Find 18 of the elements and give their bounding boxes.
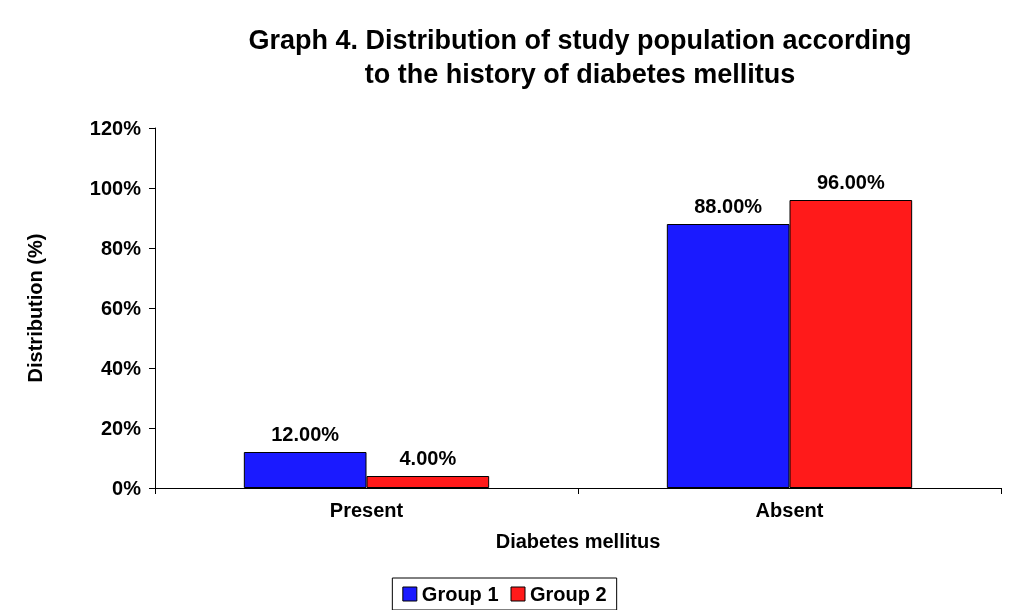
data-label: 4.00% — [399, 447, 457, 469]
y-tick-label: 100% — [89, 177, 142, 199]
y-tick-label: 120% — [89, 117, 142, 139]
y-tick-label: 0% — [112, 477, 142, 499]
data-label: 88.00% — [694, 195, 763, 217]
x-axis-title: Diabetes mellitus — [495, 530, 661, 552]
chart-title: Graph 4. Distribution of study population according to the history of diabetes mellitus — [248, 25, 912, 89]
x-tick-label: Present — [329, 499, 404, 521]
data-label: 96.00% — [816, 171, 885, 193]
y-tick-label: 60% — [100, 297, 142, 319]
x-tick-label: Absent — [755, 499, 824, 521]
legend-label: Group 1 — [421, 583, 499, 605]
data-label: 12.00% — [271, 423, 340, 445]
y-tick-label: 20% — [100, 417, 142, 439]
y-tick-label: 80% — [100, 237, 142, 259]
legend-label: Group 2 — [530, 583, 607, 605]
y-axis-title: Distribution (%) — [24, 233, 46, 383]
y-tick-label: 40% — [100, 357, 142, 379]
